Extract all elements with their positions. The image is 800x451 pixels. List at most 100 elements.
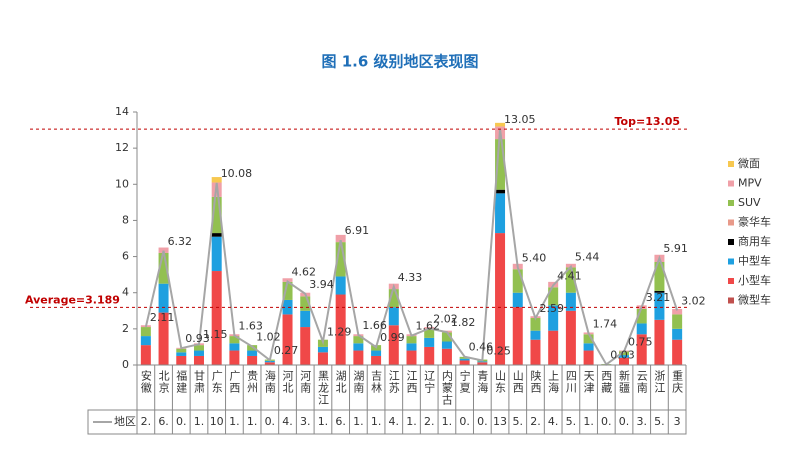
bar-segment xyxy=(211,236,222,272)
data-label: 0.46 xyxy=(469,341,494,354)
table-cell: 1. xyxy=(353,415,364,428)
x-tick-label: 浙江 xyxy=(653,370,666,394)
table-cell: 0. xyxy=(459,415,470,428)
data-label: 0.93 xyxy=(185,332,210,345)
legend-swatch xyxy=(728,161,734,167)
bar-segment xyxy=(441,332,452,342)
data-label: 1.74 xyxy=(593,318,618,331)
bar-segment xyxy=(565,310,576,365)
bar-segment xyxy=(424,328,435,338)
x-tick-label: 四川 xyxy=(564,370,577,394)
bar-segment xyxy=(229,350,240,365)
table-cell: 0. xyxy=(477,415,488,428)
bar-segment xyxy=(672,308,683,315)
bar-segment xyxy=(229,343,240,351)
bar-segment xyxy=(548,287,559,306)
bar-segment xyxy=(495,233,506,365)
bar-segment xyxy=(636,334,647,365)
legend-label: 商用车 xyxy=(738,234,771,248)
bar-segment xyxy=(335,294,346,365)
data-label: 0.27 xyxy=(274,344,299,357)
table-cell: 6. xyxy=(158,415,169,428)
legend-swatch xyxy=(728,297,734,304)
bar-segment xyxy=(317,346,328,353)
legend-swatch xyxy=(728,219,734,226)
y-tick-label: 14 xyxy=(115,105,129,118)
x-tick-label: 北京 xyxy=(157,370,170,394)
table-cell: 1. xyxy=(371,415,382,428)
bar-segment xyxy=(158,312,169,365)
bar-segment xyxy=(459,358,470,361)
table-cell: 1. xyxy=(406,415,417,428)
bar-segment xyxy=(406,336,417,344)
bar-segment xyxy=(512,307,523,365)
data-label: 0.03 xyxy=(610,348,635,361)
data-label: 3.94 xyxy=(309,278,334,291)
data-label: 1.15 xyxy=(203,328,228,341)
bar-segment xyxy=(176,348,187,353)
table-cell: 10 xyxy=(210,415,224,428)
bar-segment xyxy=(282,278,293,282)
bar-segment xyxy=(371,355,382,365)
bar-segment xyxy=(619,357,630,365)
bar-segment xyxy=(247,350,258,356)
bar-segment xyxy=(388,307,399,326)
bar-segment xyxy=(424,346,435,365)
x-tick-label: 甘肃 xyxy=(192,370,205,394)
bar-segment xyxy=(229,336,240,344)
bar-segment xyxy=(211,271,222,365)
y-tick-label: 6 xyxy=(122,250,129,263)
bar-segment xyxy=(406,343,417,351)
data-label: 2.02 xyxy=(433,312,458,325)
x-tick-label: 陕西 xyxy=(529,369,542,394)
x-tick-label: 重庆 xyxy=(671,369,684,394)
x-tick-label: 河南 xyxy=(299,370,312,394)
x-tick-label: 山东 xyxy=(494,370,507,394)
bar-segment xyxy=(300,327,311,365)
table-cell: 3. xyxy=(300,415,311,428)
bar-segment xyxy=(353,336,364,344)
x-tick-label: 云南 xyxy=(635,370,648,394)
bar-segment xyxy=(406,350,417,365)
chart-title: 图 1.6 级别地区表现图 xyxy=(321,53,478,71)
x-tick-label: 上海 xyxy=(547,370,560,394)
y-tick-label: 10 xyxy=(115,177,129,190)
bar-segment xyxy=(193,345,204,351)
x-tick-label: 河北 xyxy=(281,370,294,394)
reference-label: Average=3.189 xyxy=(25,293,120,306)
bar-segment xyxy=(477,361,488,363)
bar-segment xyxy=(583,343,594,351)
bar-segment xyxy=(371,350,382,356)
data-label: 13.05 xyxy=(504,113,536,126)
bar-segment xyxy=(282,314,293,365)
table-cell: 2. xyxy=(141,415,152,428)
data-label: 4.33 xyxy=(398,271,423,284)
bar-segment xyxy=(672,339,683,365)
bar-segment xyxy=(211,177,222,183)
bar-segment xyxy=(353,343,364,351)
bar-segment xyxy=(282,299,293,315)
legend-swatch xyxy=(728,278,734,284)
bar-segment xyxy=(512,292,523,308)
bar-segment xyxy=(264,360,275,363)
data-label: 0.99 xyxy=(380,331,405,344)
x-tick-label: 内蒙古 xyxy=(440,369,453,406)
bar-segment xyxy=(495,139,506,190)
bar-segment xyxy=(193,350,204,356)
x-tick-label: 安徽 xyxy=(139,369,152,394)
legend-label: MPV xyxy=(738,177,762,190)
bar-segment xyxy=(459,360,470,365)
bar-segment xyxy=(140,336,151,346)
bar-segment xyxy=(512,269,523,293)
bar-segment xyxy=(335,276,346,295)
legend-swatch xyxy=(728,200,734,206)
bar-segment xyxy=(193,355,204,365)
x-tick-label: 湖北 xyxy=(334,370,347,394)
data-label: 5.91 xyxy=(663,242,688,255)
bar-segment xyxy=(477,362,488,365)
y-tick-label: 4 xyxy=(122,286,129,299)
table-row-label: 地区 xyxy=(114,415,136,428)
table-cell: 5. xyxy=(566,415,577,428)
bar-segment xyxy=(619,355,630,358)
bar-segment xyxy=(353,350,364,365)
